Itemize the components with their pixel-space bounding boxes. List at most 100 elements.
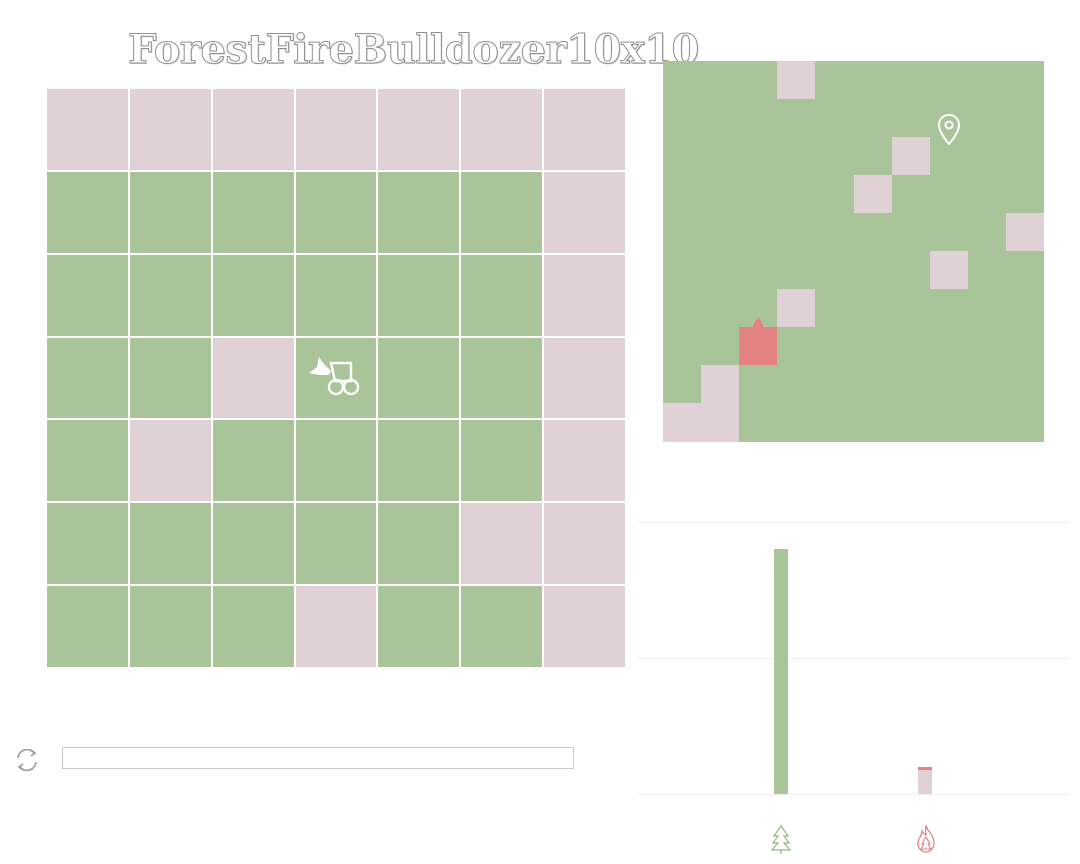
grid-cell-empty (543, 585, 626, 668)
map-cell-tree (967, 327, 1007, 366)
map-cell-tree (853, 137, 893, 176)
grid-cell-tree (128, 170, 212, 254)
grid-cell-empty (46, 88, 129, 171)
bulldozer-icon (307, 351, 363, 403)
grid-cell-tree (377, 502, 461, 586)
grid-cell-tree (128, 253, 212, 337)
map-cell-tree (739, 175, 778, 214)
map-cell-tree (777, 137, 816, 176)
map-cell-tree (967, 137, 1007, 176)
map-cell-tree (891, 251, 931, 290)
chart-baseline (636, 794, 1070, 795)
map-cell-tree (967, 289, 1007, 328)
map-cell-tree (891, 403, 931, 442)
map-cell-empty (1005, 213, 1045, 252)
grid-cell-tree (460, 170, 544, 254)
map-cell-tree (1005, 61, 1045, 100)
map-cell-empty (891, 137, 931, 176)
map-cell-tree (967, 365, 1007, 404)
map-cell-tree (891, 327, 931, 366)
map-cell-tree (739, 403, 778, 442)
map-cell-tree (853, 251, 893, 290)
map-cell-fire (739, 327, 778, 366)
map-cell-tree (929, 175, 969, 214)
map-cell-tree (701, 327, 740, 366)
grid-cell-tree (128, 336, 212, 420)
tree-icon (770, 824, 792, 858)
map-cell-tree (701, 175, 740, 214)
map-cell-tree (929, 289, 969, 328)
chart-gridline (636, 522, 1070, 523)
grid-cell-tree (377, 585, 461, 668)
grid-cell-empty (294, 585, 378, 668)
map-cell-tree (929, 99, 969, 138)
grid-cell-tree (46, 336, 129, 420)
map-cell-tree (663, 327, 702, 366)
grid-cell-tree (460, 253, 544, 337)
bar-tree-tree (774, 549, 788, 794)
map-cell-tree (663, 289, 702, 328)
grid-cell-empty (543, 253, 626, 337)
map-cell-tree (891, 289, 931, 328)
grid-cell-empty (211, 88, 295, 171)
grid-cell-empty (543, 419, 626, 503)
map-cell-tree (663, 251, 702, 290)
map-cell-tree (853, 61, 893, 100)
chart-gridline (636, 658, 1070, 659)
map-cell-tree (853, 289, 893, 328)
map-cell-tree (967, 213, 1007, 252)
map-cell-tree (701, 213, 740, 252)
game-title: ForestFireBulldozer10x10 (128, 26, 700, 74)
map-cell-tree (777, 175, 816, 214)
map-cell-empty (701, 403, 740, 442)
map-cell-empty (777, 61, 816, 100)
grid-cell-tree (46, 253, 129, 337)
map-cell-tree (1005, 137, 1045, 176)
map-cell-tree (853, 403, 893, 442)
grid-cell-empty (460, 502, 544, 586)
grid-cell-tree (294, 419, 378, 503)
map-cell-tree (815, 99, 854, 138)
map-cell-tree (929, 365, 969, 404)
grid-cell-tree (377, 419, 461, 503)
map-cell-tree (777, 213, 816, 252)
map-cell-tree (777, 251, 816, 290)
grid-cell-tree (46, 419, 129, 503)
map-cell-tree (853, 327, 893, 366)
map-cell-empty (701, 365, 740, 404)
map-cell-tree (1005, 289, 1045, 328)
grid-cell-tree (294, 336, 378, 420)
map-cell-tree (891, 365, 931, 404)
action-input[interactable] (62, 747, 574, 769)
grid-cell-empty (543, 502, 626, 586)
map-cell-tree (891, 175, 931, 214)
grid-cell-tree (128, 502, 212, 586)
grid-cell-tree (460, 585, 544, 668)
grid-cell-empty (543, 336, 626, 420)
map-cell-tree (1005, 365, 1045, 404)
grid-cell-tree (294, 170, 378, 254)
map-cell-tree (967, 175, 1007, 214)
map-cell-tree (663, 175, 702, 214)
map-cell-tree (853, 99, 893, 138)
grid-cell-tree (46, 170, 129, 254)
map-cell-tree (853, 365, 893, 404)
map-cell-tree (739, 365, 778, 404)
map-cell-tree (739, 61, 778, 100)
map-cell-tree (777, 365, 816, 404)
grid-cell-tree (460, 336, 544, 420)
flame-icon (752, 315, 764, 334)
map-cell-tree (701, 61, 740, 100)
reset-button[interactable] (12, 745, 42, 775)
map-cell-tree (815, 289, 854, 328)
grid-cell-tree (211, 502, 295, 586)
bar-fire-empty (918, 769, 932, 794)
grid-cell-tree (211, 170, 295, 254)
map-cell-tree (891, 99, 931, 138)
grid-cell-empty (211, 336, 295, 420)
map-cell-tree (815, 403, 854, 442)
map-cell-tree (739, 137, 778, 176)
grid-cell-tree (46, 585, 129, 668)
map-cell-tree (815, 175, 854, 214)
map-cell-tree (815, 327, 854, 366)
